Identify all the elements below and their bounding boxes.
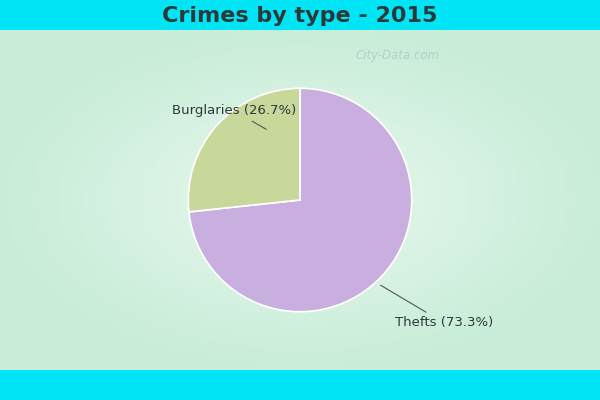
Wedge shape: [188, 88, 300, 212]
Text: Crimes by type - 2015: Crimes by type - 2015: [163, 6, 437, 26]
Text: Burglaries (26.7%): Burglaries (26.7%): [172, 104, 296, 129]
Text: City-Data.com: City-Data.com: [356, 49, 440, 62]
Wedge shape: [189, 88, 412, 312]
Text: Thefts (73.3%): Thefts (73.3%): [380, 285, 493, 329]
